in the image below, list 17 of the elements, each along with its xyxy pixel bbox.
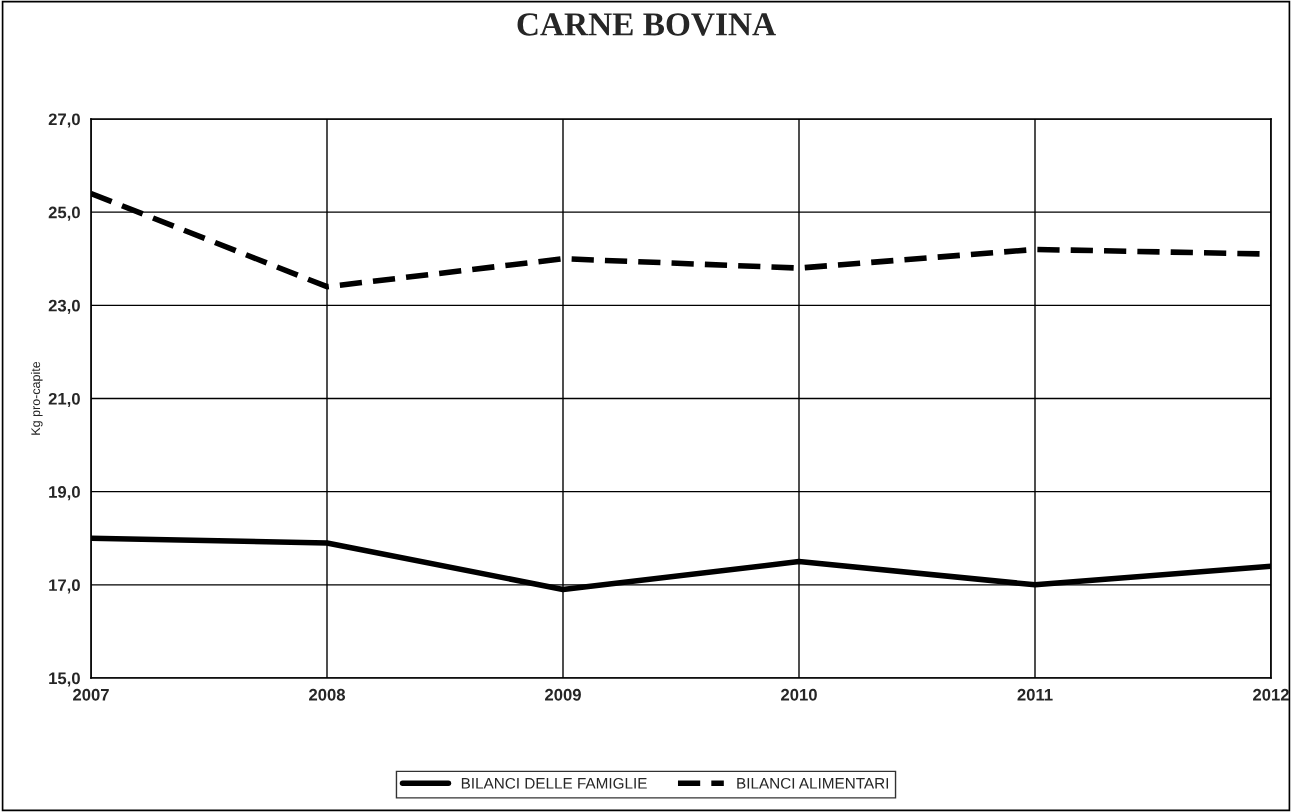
y-tick-label: 19,0 [49,486,80,501]
y-tick-label: 23,0 [48,299,80,314]
x-tick-label: 2008 [309,688,346,701]
x-tick-label: 2010 [781,688,817,701]
y-axis-title: Kg pro-capite [30,361,43,435]
legend-label: BILANCI ALIMENTARI [737,777,889,789]
x-tick-label: 2007 [73,688,109,701]
chart-title: CARNE BOVINA [517,13,776,36]
y-tick-label: 25,0 [48,206,80,221]
y-tick-label: 15,0 [49,672,80,687]
x-tick-label: 2011 [1017,688,1053,701]
x-tick-label: 2012 [1253,688,1289,701]
y-tick-label: 21,0 [48,392,80,408]
y-tick-label: 27,0 [48,113,80,128]
y-tick-label: 17,0 [49,579,80,594]
legend-label: BILANCI DELLE FAMIGLIE [461,777,647,789]
x-tick-label: 2009 [545,688,581,701]
